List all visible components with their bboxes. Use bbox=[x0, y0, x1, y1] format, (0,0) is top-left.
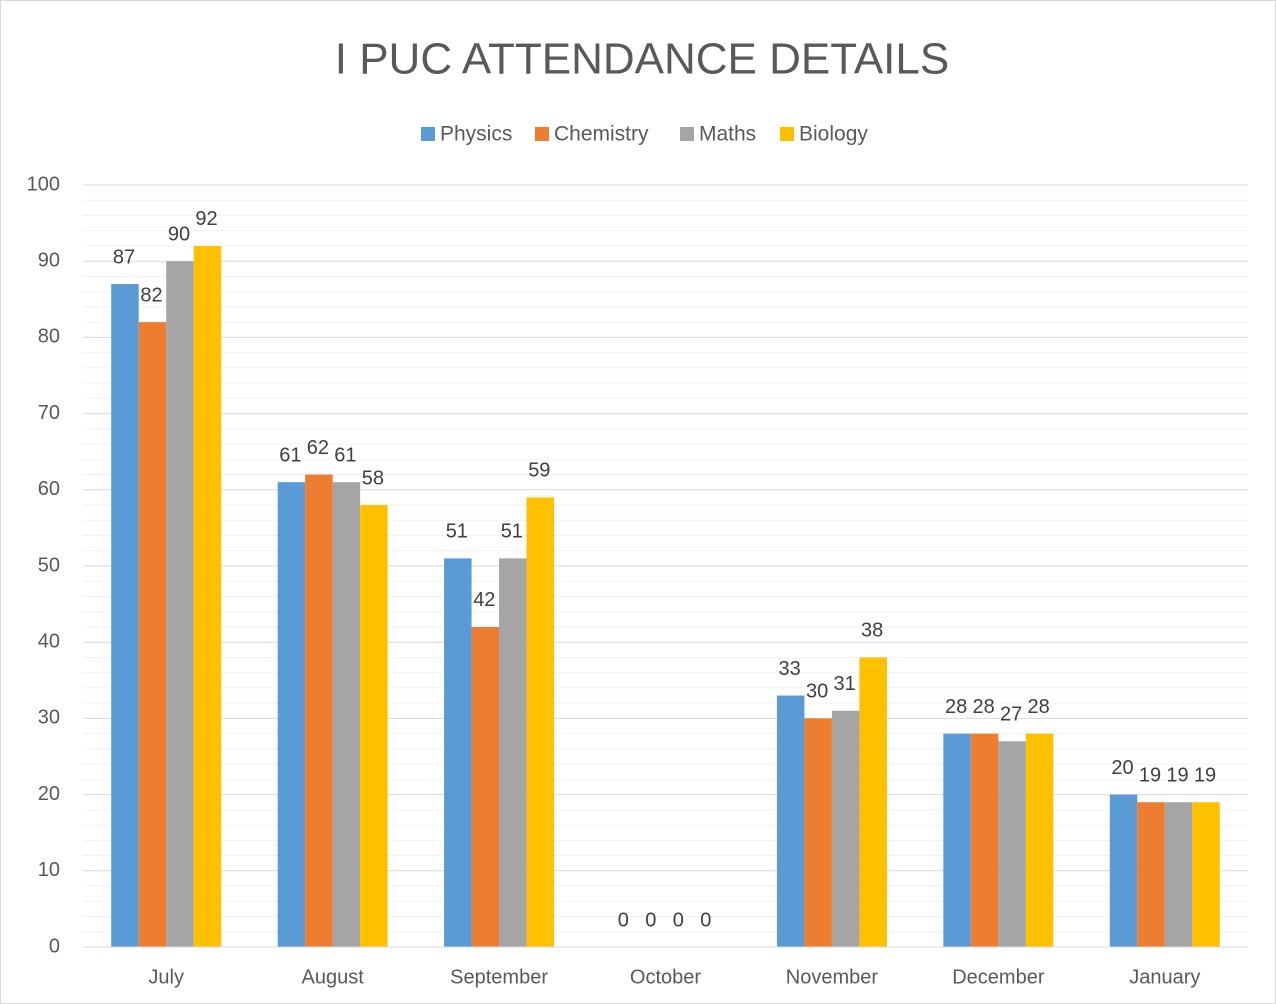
bar bbox=[1164, 802, 1193, 947]
data-label: 51 bbox=[446, 521, 468, 543]
legend-swatch bbox=[780, 127, 794, 141]
legend-label: Maths bbox=[699, 123, 756, 146]
bar bbox=[138, 322, 167, 947]
y-tick-label: 60 bbox=[38, 478, 60, 500]
data-label: 58 bbox=[362, 467, 384, 489]
data-label: 51 bbox=[501, 521, 523, 543]
bar bbox=[859, 657, 887, 947]
x-tick-label: August bbox=[302, 966, 365, 988]
bar bbox=[471, 626, 500, 947]
y-tick-label: 30 bbox=[38, 707, 60, 729]
y-tick-label: 90 bbox=[38, 249, 60, 271]
y-tick-label: 10 bbox=[38, 859, 60, 881]
legend-label: Chemistry bbox=[554, 123, 649, 146]
data-label: 19 bbox=[1139, 765, 1161, 787]
bar bbox=[332, 482, 361, 947]
x-tick-label: July bbox=[148, 966, 184, 988]
data-label: 92 bbox=[195, 208, 217, 230]
x-tick-label: September bbox=[450, 966, 548, 988]
bar bbox=[831, 710, 860, 947]
data-label: 33 bbox=[779, 658, 801, 680]
bar bbox=[804, 718, 832, 947]
data-label: 27 bbox=[1000, 704, 1022, 726]
y-tick-label: 40 bbox=[38, 630, 60, 652]
data-label: 42 bbox=[473, 589, 495, 611]
data-label: 0 bbox=[618, 909, 629, 931]
bar bbox=[360, 505, 388, 947]
chart-title: I PUC ATTENDANCE DETAILS bbox=[335, 35, 949, 84]
bar bbox=[1025, 733, 1054, 947]
data-label: 0 bbox=[645, 909, 656, 931]
y-tick-label: 50 bbox=[38, 554, 60, 576]
bar bbox=[776, 695, 805, 947]
legend-swatch bbox=[421, 127, 435, 141]
data-label: 62 bbox=[307, 437, 329, 459]
data-label: 59 bbox=[528, 460, 550, 482]
bar bbox=[111, 284, 139, 947]
data-label: 20 bbox=[1111, 757, 1133, 779]
data-label: 61 bbox=[334, 444, 356, 466]
legend-swatch bbox=[535, 127, 549, 141]
x-tick-label: December bbox=[952, 966, 1045, 988]
data-label: 82 bbox=[140, 284, 162, 306]
y-tick-label: 70 bbox=[38, 402, 60, 424]
y-tick-label: 100 bbox=[27, 173, 60, 195]
data-label: 31 bbox=[834, 673, 856, 695]
data-label: 38 bbox=[861, 620, 883, 642]
data-label: 90 bbox=[168, 223, 190, 245]
bar bbox=[499, 558, 527, 947]
data-label: 0 bbox=[700, 909, 711, 931]
x-tick-label: November bbox=[786, 966, 879, 988]
data-label: 19 bbox=[1166, 765, 1188, 787]
bar bbox=[970, 733, 999, 947]
legend-label: Physics bbox=[440, 123, 512, 146]
data-label: 0 bbox=[673, 909, 684, 931]
data-label: 28 bbox=[945, 696, 967, 718]
x-tick-label: October bbox=[630, 966, 701, 988]
data-label: 28 bbox=[1027, 696, 1049, 718]
data-label: 19 bbox=[1194, 765, 1216, 787]
bar bbox=[526, 497, 555, 947]
y-tick-label: 80 bbox=[38, 326, 60, 348]
bar bbox=[193, 245, 222, 947]
bar bbox=[1192, 802, 1220, 947]
data-label: 87 bbox=[113, 246, 135, 268]
legend-swatch bbox=[680, 127, 694, 141]
bar bbox=[943, 733, 971, 947]
bar bbox=[1109, 794, 1138, 947]
bar bbox=[277, 482, 306, 947]
legend-label: Biology bbox=[799, 123, 868, 146]
data-label: 28 bbox=[972, 696, 994, 718]
bar bbox=[305, 474, 333, 947]
bar bbox=[1137, 802, 1165, 947]
data-label: 61 bbox=[279, 444, 301, 466]
bar bbox=[444, 558, 472, 947]
data-label: 30 bbox=[806, 681, 828, 703]
y-tick-label: 0 bbox=[49, 935, 60, 957]
y-tick-label: 20 bbox=[38, 783, 60, 805]
bar bbox=[166, 261, 194, 947]
x-tick-label: January bbox=[1129, 966, 1200, 988]
bar bbox=[998, 741, 1026, 947]
